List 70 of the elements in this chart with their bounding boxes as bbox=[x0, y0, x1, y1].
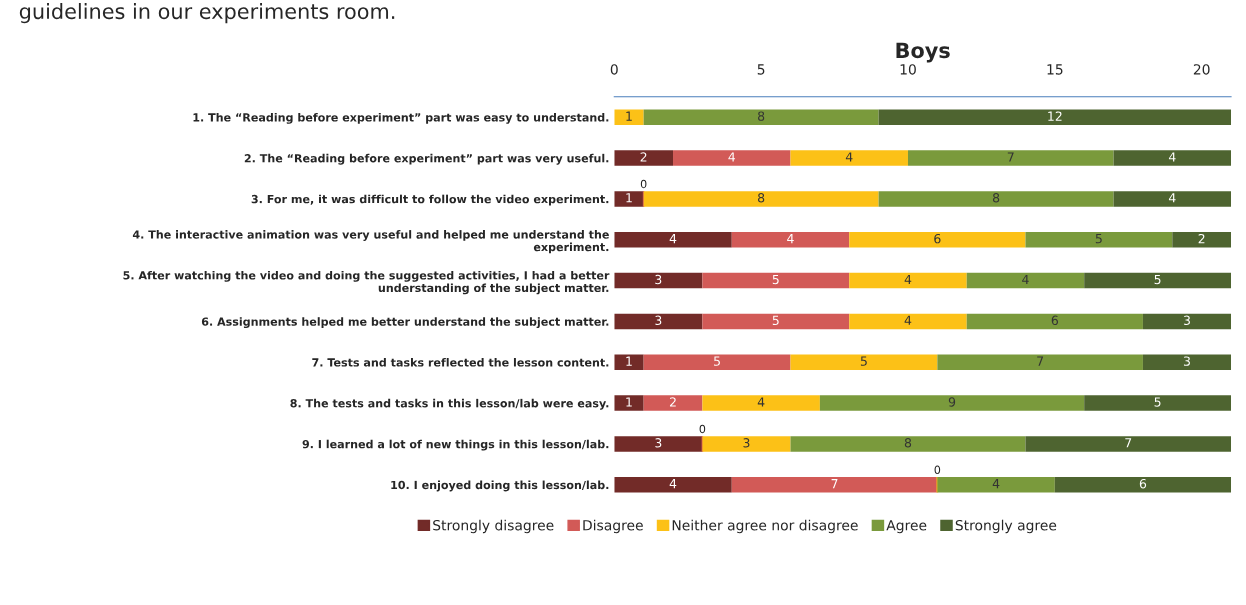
data-label: 4 bbox=[757, 397, 765, 407]
data-label: 9 bbox=[948, 397, 956, 407]
data-label: 8 bbox=[992, 193, 1000, 203]
data-label: 4 bbox=[1168, 152, 1176, 162]
data-label: 4 bbox=[992, 479, 1000, 489]
data-label: 5 bbox=[772, 315, 779, 326]
data-label: 5 bbox=[714, 356, 720, 366]
data-label: 1 bbox=[626, 397, 632, 407]
x-tick-label: 15 bbox=[1047, 64, 1063, 75]
data-label: 4 bbox=[669, 234, 677, 244]
data-label: 1 bbox=[626, 111, 632, 121]
data-label: 0 bbox=[934, 465, 941, 475]
data-label: 4 bbox=[669, 479, 677, 489]
data-label: 3 bbox=[655, 274, 662, 285]
data-label: 0 bbox=[640, 179, 647, 189]
chart-title: Boys bbox=[896, 42, 950, 63]
data-label: 12 bbox=[1048, 111, 1062, 121]
x-tick-label: 20 bbox=[1193, 64, 1210, 75]
data-label: 3 bbox=[1183, 315, 1190, 326]
data-label: 0 bbox=[699, 424, 706, 434]
data-label: 2 bbox=[1198, 233, 1205, 244]
data-label: 4 bbox=[904, 315, 912, 325]
legend-label: Neither agree nor disagree bbox=[672, 519, 858, 534]
y-tick-label: 9. I learned a lot of new things in this lesson/lab. bbox=[302, 439, 609, 451]
y-tick-label: 4. The interactive animation was very useful and helped me understand the experiment. bbox=[132, 230, 609, 254]
data-label: 8 bbox=[758, 111, 765, 121]
y-tick-label: 1. The “Reading before experiment” part was easy to understand. bbox=[193, 113, 609, 124]
data-label: 7 bbox=[1037, 356, 1044, 366]
data-label: 5 bbox=[1154, 274, 1161, 285]
data-label: 3 bbox=[1183, 356, 1190, 366]
data-label: 7 bbox=[1007, 152, 1014, 162]
data-label: 4 bbox=[904, 274, 912, 285]
data-label: 4 bbox=[1022, 274, 1029, 285]
y-tick-label: 5. After watching the video and doing the suggested activities, I had a better understanding of the subject matter. bbox=[123, 270, 610, 295]
data-label: 2 bbox=[640, 152, 647, 162]
data-label: 2 bbox=[669, 397, 676, 407]
data-label: 8 bbox=[904, 438, 912, 448]
data-label: 1 bbox=[626, 193, 632, 203]
data-label: 3 bbox=[655, 438, 662, 448]
legend-label: Disagree bbox=[583, 519, 643, 534]
data-label: 7 bbox=[1125, 438, 1132, 448]
data-label: 1 bbox=[626, 356, 632, 366]
data-label: 5 bbox=[860, 356, 867, 366]
x-tick-label: 5 bbox=[757, 64, 765, 75]
data-label: 4 bbox=[787, 234, 794, 244]
data-label: 4 bbox=[845, 152, 853, 162]
data-label: 5 bbox=[1154, 397, 1161, 407]
data-label: 6 bbox=[1051, 315, 1059, 326]
legend-label: Strongly disagree bbox=[433, 519, 554, 534]
y-tick-label: 2. The “Reading before experiment” part was very useful. bbox=[244, 153, 609, 165]
data-label: 3 bbox=[655, 315, 662, 326]
text: guidelines in our experiments room. bbox=[19, 3, 395, 24]
data-label: 3 bbox=[743, 438, 750, 448]
y-tick-label: 10. I enjoyed doing this lesson/lab. bbox=[391, 480, 609, 492]
data-label: 4 bbox=[1168, 193, 1176, 203]
y-tick-label: 8. The tests and tasks in this lesson/lab were easy. bbox=[290, 398, 609, 410]
data-label: 8 bbox=[758, 193, 765, 203]
x-tick-label: 0 bbox=[610, 64, 618, 75]
y-tick-label: 6. Assignments helped me better understand the subject matter. bbox=[201, 317, 609, 329]
data-label: 5 bbox=[772, 274, 779, 285]
data-label: 7 bbox=[831, 479, 838, 489]
x-tick-label: 10 bbox=[900, 64, 916, 75]
data-label: 6 bbox=[934, 233, 941, 244]
data-label: 4 bbox=[728, 152, 736, 162]
legend-label: Strongly agree bbox=[955, 519, 1057, 534]
y-tick-label: 3. For me, it was difficult to follow the video experiment. bbox=[251, 194, 609, 206]
data-label: 6 bbox=[1139, 478, 1147, 489]
legend-label: Agree bbox=[886, 520, 927, 534]
data-label: 5 bbox=[1095, 234, 1102, 244]
y-tick-label: 7. Tests and tasks reflected the lesson content. bbox=[312, 358, 609, 367]
